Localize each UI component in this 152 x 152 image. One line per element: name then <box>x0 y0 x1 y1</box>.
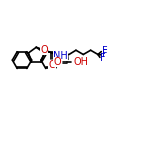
Text: F: F <box>102 50 107 59</box>
Text: O: O <box>40 45 48 55</box>
Text: NH: NH <box>53 51 68 61</box>
Text: OH: OH <box>74 57 88 67</box>
Text: O: O <box>53 57 61 67</box>
Text: F: F <box>100 53 106 63</box>
Text: O: O <box>48 60 56 70</box>
Text: F: F <box>102 46 107 56</box>
Polygon shape <box>66 55 68 60</box>
